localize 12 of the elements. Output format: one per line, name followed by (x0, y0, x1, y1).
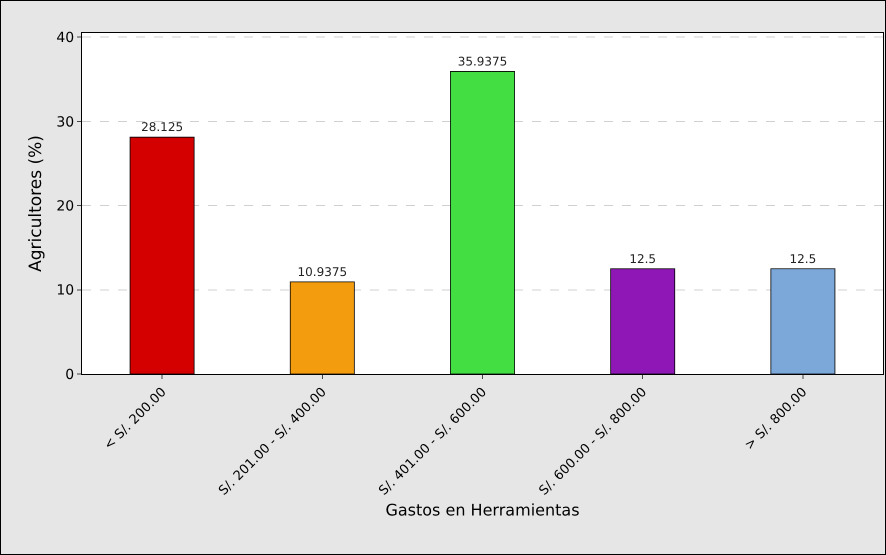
data-label: 12.5 (790, 252, 816, 266)
data-label: 35.9375 (458, 54, 508, 68)
x-axis-title: Gastos en Herramientas (385, 500, 580, 520)
y-tick-label: 20 (56, 198, 74, 214)
data-label: 28.125 (141, 120, 184, 134)
y-axis-title: Agricultores (%) (26, 135, 46, 272)
y-tick-label: 10 (56, 282, 74, 299)
data-label: 12.5 (629, 252, 656, 266)
y-tick-label: 40 (56, 30, 74, 46)
data-label: 10.9375 (297, 264, 348, 279)
y-tick-label: 0 (65, 366, 74, 383)
y-tick-label: 30 (56, 114, 74, 130)
